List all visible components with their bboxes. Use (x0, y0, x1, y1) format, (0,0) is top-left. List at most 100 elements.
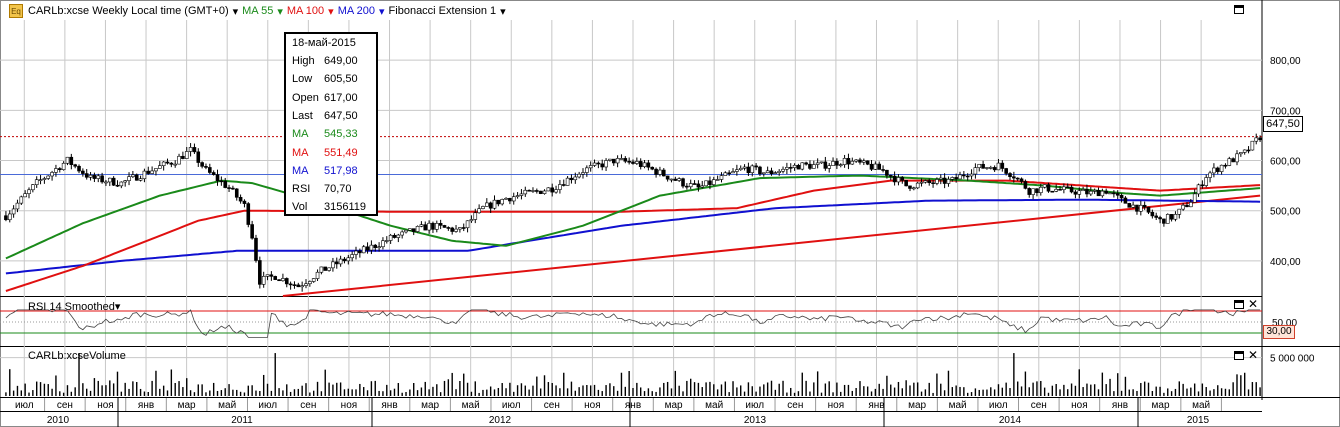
tooltip-key: MA (292, 146, 309, 159)
candle-body (342, 258, 347, 262)
maximize-icon[interactable] (1234, 5, 1244, 14)
candle-body (542, 190, 547, 194)
candle-body (1092, 190, 1097, 192)
fibonacci-label[interactable]: Fibonacci Extension 1 (388, 5, 497, 17)
candle-body (223, 180, 228, 188)
tooltip-row: Low 605,50 (292, 73, 372, 87)
tooltip-row: High 649,00 (292, 55, 372, 69)
ma55-label[interactable]: MA 55 (242, 5, 274, 17)
dropdown-icon[interactable]: ▾ (500, 5, 506, 18)
candle-body (373, 244, 378, 248)
candle-body (719, 175, 724, 180)
candle-body (304, 283, 308, 286)
candle-body (581, 172, 585, 175)
candle-body (700, 185, 705, 188)
candle-body (1104, 190, 1108, 194)
candle-body (1062, 186, 1066, 190)
maximize-icon[interactable] (1234, 300, 1244, 309)
candle-body (962, 174, 966, 177)
ma200-label[interactable]: MA 200 (337, 5, 376, 17)
year-label: 2013 (744, 415, 767, 426)
candle-body (115, 184, 120, 187)
chart-header: CARLb:xcse Weekly Local time (GMT+0) ▾ M… (28, 3, 506, 19)
candle-body (885, 169, 889, 176)
candle-body (492, 199, 497, 209)
tooltip-key: Vol (292, 201, 308, 214)
candle-body (908, 185, 912, 189)
candle-body (704, 180, 708, 187)
candle-body (311, 278, 316, 282)
candle-body (134, 174, 139, 181)
tooltip-value: 617,00 (324, 91, 358, 104)
dropdown-icon[interactable]: ▾ (328, 5, 334, 18)
candle-body (400, 231, 404, 236)
candle-body (434, 223, 439, 230)
candle-body (261, 276, 266, 285)
candle-body (650, 166, 655, 170)
candle-body (1204, 177, 1209, 186)
candle-body (831, 161, 835, 166)
candle-body (142, 170, 147, 180)
candle-body (669, 178, 674, 181)
candle-body (827, 165, 832, 169)
tooltip-key: Last (292, 109, 313, 122)
candle-body (623, 158, 628, 162)
candle-body (1139, 204, 1143, 212)
candle-body (396, 234, 401, 238)
candle-body (358, 250, 362, 254)
close-icon[interactable]: ✕ (1248, 297, 1259, 311)
candle-body (392, 234, 397, 238)
tooltip-row: Vol 3156119 (292, 201, 372, 215)
candle-body (269, 274, 274, 277)
close-icon[interactable]: ✕ (1248, 348, 1259, 362)
candle-body (604, 160, 608, 168)
dropdown-icon[interactable]: ▾ (232, 5, 239, 18)
candle-body (888, 175, 893, 177)
candle-body (785, 167, 789, 170)
candle-body (292, 284, 297, 286)
maximize-icon[interactable] (1234, 351, 1244, 360)
candle-body (919, 181, 924, 184)
candle-body (1089, 190, 1093, 195)
candle-body (796, 164, 801, 170)
month-label: сен (300, 400, 316, 411)
dropdown-icon[interactable]: ▾ (379, 5, 385, 18)
ma100-label[interactable]: MA 100 (286, 5, 325, 17)
volume-panel-title[interactable]: CARLb:xcseVolume (28, 350, 126, 362)
candle-body (1123, 197, 1128, 204)
candle-body (104, 181, 108, 184)
candle-body (792, 164, 797, 169)
ma55-line (5, 174, 1261, 260)
candle-body (69, 156, 74, 165)
candle-body (323, 266, 328, 271)
candle-body (88, 174, 93, 178)
candle-body (685, 185, 689, 188)
candle-body (904, 180, 908, 187)
candle-body (877, 163, 882, 170)
candle-body (458, 227, 462, 230)
candle-body (781, 168, 785, 172)
candle-body (958, 174, 962, 180)
month-label: янв (625, 400, 641, 411)
rsi-level-tag: 30,00 (1263, 325, 1295, 339)
candle-body (196, 151, 201, 163)
symbol-title[interactable]: CARLb:xcse Weekly Local time (GMT+0) (28, 5, 229, 17)
candle-body (950, 177, 955, 180)
tooltip-key: Open (292, 91, 319, 104)
candle-body (823, 161, 828, 169)
candle-body (1115, 193, 1120, 196)
candle-body (865, 160, 870, 165)
dropdown-icon[interactable]: ▾ (277, 5, 283, 18)
month-label: июл (745, 400, 764, 411)
equity-icon[interactable]: Eq (9, 4, 23, 18)
candle-body (1254, 137, 1259, 142)
month-label: май (705, 400, 723, 411)
price-tick-label: 800,00 (1270, 56, 1301, 67)
candle-body (465, 220, 470, 229)
rsi-panel-title[interactable]: RSI 14 Smoothed▾ (28, 301, 121, 313)
candle-body (423, 224, 428, 231)
candle-body (696, 183, 701, 188)
year-label: 2012 (489, 415, 512, 426)
